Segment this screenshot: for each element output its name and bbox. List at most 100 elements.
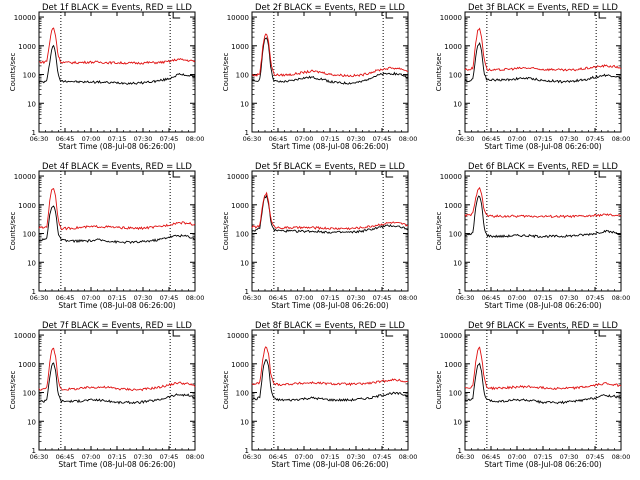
y-tick-label: 1 (458, 447, 462, 455)
y-tick-label: 100 (236, 231, 249, 239)
x-axis-label: Start Time (08-Jul-08 06:26:00) (484, 142, 601, 151)
y-axis-label: Counts/sec (435, 212, 443, 251)
y-tick-label: 100 (236, 390, 249, 398)
events-series-line (251, 194, 409, 234)
y-axis-label: Counts/sec (435, 371, 443, 410)
x-tick-label: 07:15 (534, 453, 553, 461)
y-axis-label: Counts/sec (9, 212, 17, 251)
x-tick-label: 06:30 (243, 135, 262, 143)
x-tick-label: 07:30 (560, 453, 579, 461)
x-tick-label: 07:00 (508, 294, 527, 302)
lld-series-line (251, 33, 409, 78)
y-axis-label: Counts/sec (435, 53, 443, 92)
y-tick-label: 1 (32, 447, 36, 455)
x-tick-label: 07:45 (160, 294, 179, 302)
lld-series-line (251, 346, 409, 387)
plot-frame (251, 11, 409, 133)
x-tick-label: 07:45 (586, 135, 605, 143)
x-tick-label: 07:15 (108, 453, 127, 461)
events-series-line (464, 195, 622, 239)
y-tick-label: 1000 (18, 202, 36, 210)
events-series-line (38, 205, 196, 245)
plot-frame (251, 170, 409, 292)
y-tick-label: 1000 (231, 43, 249, 51)
top-marker (598, 171, 607, 178)
x-tick-label: 07:45 (160, 453, 179, 461)
x-tick-label: 07:00 (295, 453, 314, 461)
y-tick-label: 1 (245, 129, 249, 137)
x-tick-label: 08:00 (186, 453, 205, 461)
lld-series-line (464, 186, 622, 219)
x-tick-label: 07:30 (134, 294, 153, 302)
chart-panel-7: 1 10 100 1000 10000 06:30 06:45 07:00 07:15 07:30… (9, 321, 204, 469)
chart-panel-5: 1 10 100 1000 10000 06:30 06:45 07:00 07:15 07:30… (222, 162, 417, 310)
x-tick-label: 07:00 (82, 135, 101, 143)
chart-title: Det 6f BLACK = Events, RED = LLD (468, 162, 618, 172)
chart-panel-3: 1 10 100 1000 10000 06:30 06:45 07:00 07:15 07:30… (435, 3, 630, 151)
y-tick-label: 100 (23, 72, 36, 80)
x-tick-label: 07:15 (321, 294, 340, 302)
x-tick-label: 07:30 (560, 294, 579, 302)
y-tick-label: 1000 (18, 361, 36, 369)
x-tick-label: 07:30 (560, 135, 579, 143)
x-tick-label: 08:00 (612, 453, 631, 461)
y-tick-label: 10 (240, 259, 249, 267)
y-tick-label: 10000 (14, 332, 36, 340)
x-tick-label: 07:45 (373, 135, 392, 143)
top-marker (598, 12, 607, 19)
y-axis-label: Counts/sec (222, 212, 230, 251)
events-series-line (464, 362, 622, 405)
x-tick-label: 07:15 (108, 294, 127, 302)
x-tick-label: 06:45 (56, 294, 75, 302)
y-tick-label: 10000 (227, 332, 249, 340)
plot-frame (464, 170, 622, 292)
y-axis-label: Counts/sec (9, 53, 17, 92)
x-axis-label: Start Time (08-Jul-08 06:26:00) (58, 142, 175, 151)
x-axis-label: Start Time (08-Jul-08 06:26:00) (484, 301, 601, 310)
x-tick-label: 07:30 (134, 135, 153, 143)
y-tick-label: 10 (27, 418, 36, 426)
x-tick-label: 07:00 (295, 135, 314, 143)
x-tick-label: 07:00 (82, 294, 101, 302)
lld-series-line (464, 27, 622, 72)
chart-title: Det 7f BLACK = Events, RED = LLD (42, 321, 192, 331)
x-tick-label: 08:00 (399, 294, 418, 302)
chart-title: Det 3f BLACK = Events, RED = LLD (468, 3, 618, 13)
y-tick-label: 10 (240, 418, 249, 426)
chart-title: Det 8f BLACK = Events, RED = LLD (255, 321, 405, 331)
y-tick-label: 1000 (231, 202, 249, 210)
plot-frame (38, 11, 196, 133)
y-tick-label: 1000 (444, 43, 462, 51)
y-tick-label: 1000 (444, 202, 462, 210)
top-marker (172, 330, 181, 337)
x-axis-label: Start Time (08-Jul-08 06:26:00) (271, 142, 388, 151)
y-tick-label: 10 (453, 418, 462, 426)
y-tick-label: 100 (449, 72, 462, 80)
lld-series-line (38, 27, 196, 65)
x-tick-label: 08:00 (399, 135, 418, 143)
y-tick-label: 100 (449, 231, 462, 239)
lld-series-line (464, 346, 622, 391)
x-tick-label: 07:00 (508, 453, 527, 461)
chart-title: Det 5f BLACK = Events, RED = LLD (255, 162, 405, 172)
y-tick-label: 1 (458, 288, 462, 296)
x-tick-label: 07:45 (373, 294, 392, 302)
chart-title: Det 1f BLACK = Events, RED = LLD (42, 3, 192, 13)
x-tick-label: 06:30 (456, 135, 475, 143)
events-series-line (251, 359, 409, 402)
x-tick-label: 07:00 (295, 294, 314, 302)
top-marker (172, 171, 181, 178)
x-tick-label: 06:45 (56, 453, 75, 461)
events-series-line (38, 44, 196, 85)
y-tick-label: 10000 (227, 14, 249, 22)
x-tick-label: 07:30 (347, 453, 366, 461)
top-marker (385, 171, 394, 178)
events-series-line (464, 42, 622, 84)
x-tick-label: 06:45 (482, 135, 501, 143)
x-tick-label: 06:45 (269, 294, 288, 302)
x-tick-label: 08:00 (612, 135, 631, 143)
y-tick-label: 1 (245, 288, 249, 296)
top-marker (385, 330, 394, 337)
top-marker (598, 330, 607, 337)
